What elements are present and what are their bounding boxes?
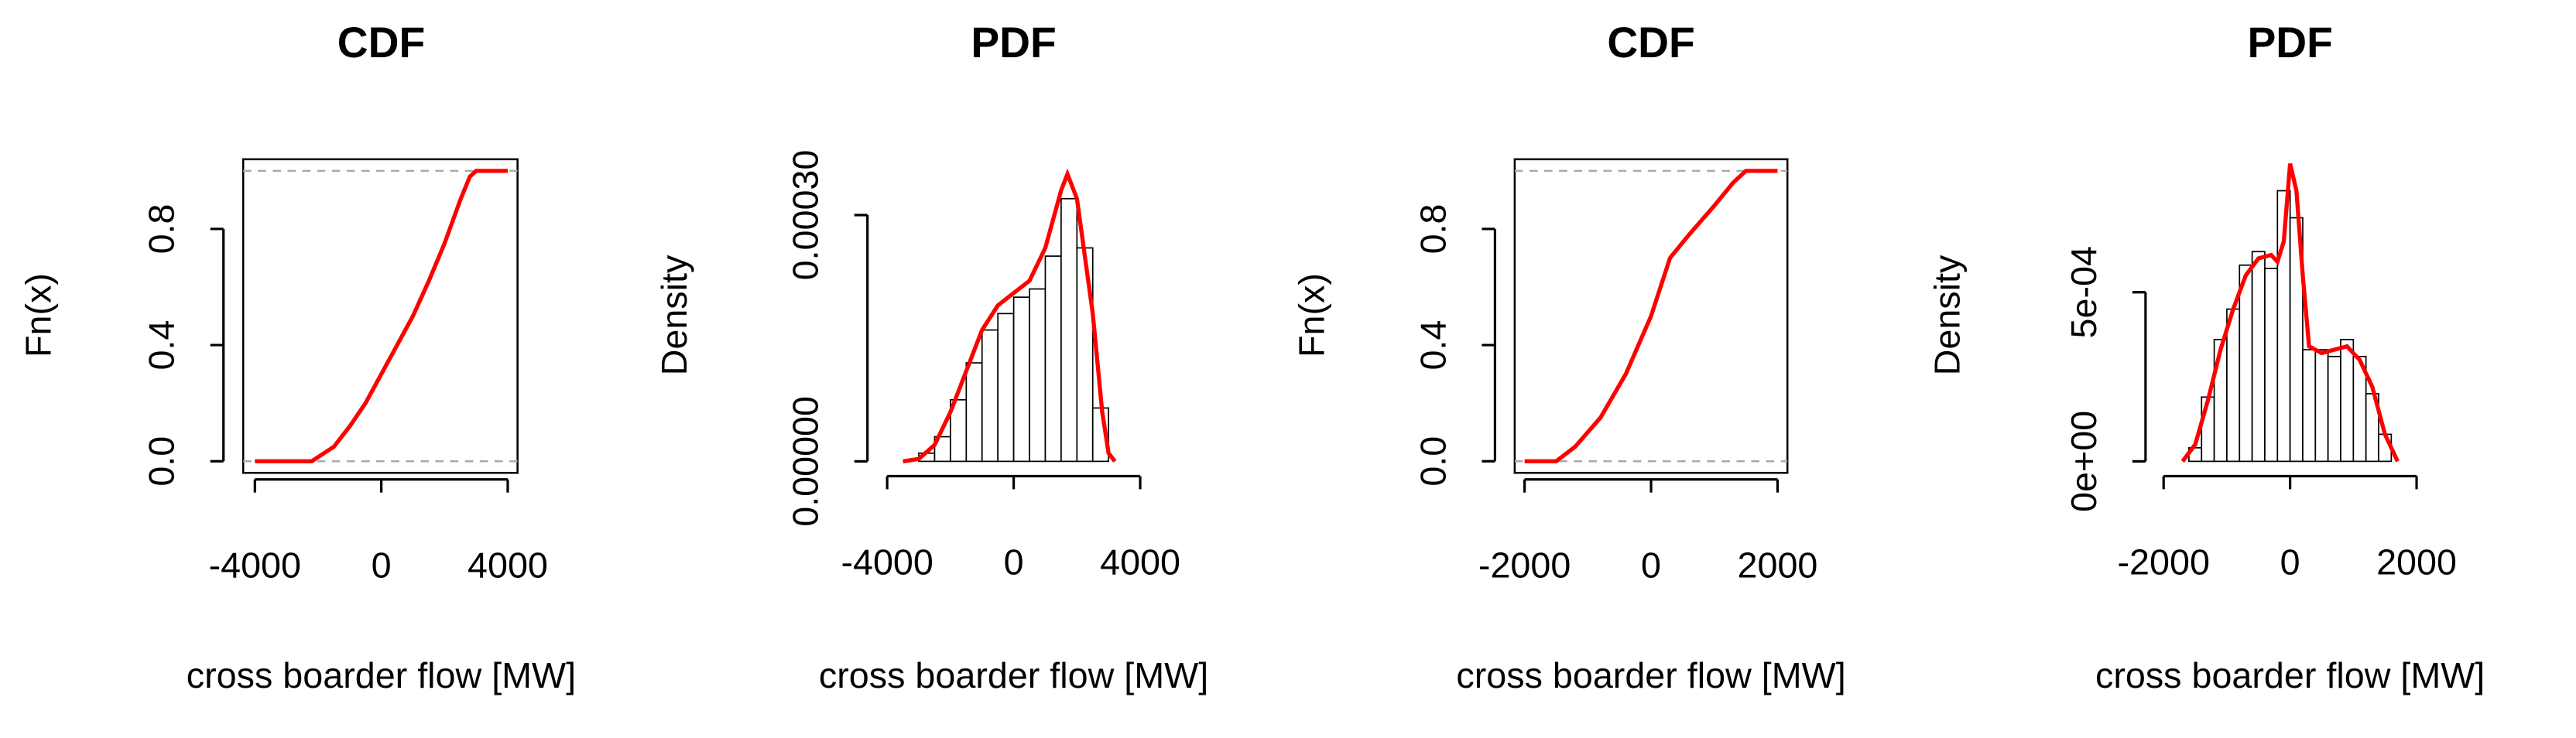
histogram-bar [2264, 268, 2279, 463]
histogram-bar [2340, 339, 2355, 463]
x-tick-label: 4000 [468, 545, 548, 586]
cdf-line [255, 169, 508, 463]
x-axis-label: cross boarder flow [MW] [1456, 655, 1845, 695]
y-tick-label: 0.00030 [786, 150, 826, 281]
y-tick-label: 0.0 [1413, 436, 1453, 487]
y-axis-label: Density [654, 255, 694, 375]
histogram-bar [2251, 251, 2266, 463]
histogram-bar [2226, 308, 2241, 463]
y-tick-label: 0e+00 [2064, 411, 2104, 512]
x-tick-label: -2000 [1478, 545, 1571, 586]
x-tick-label: 2000 [2376, 542, 2457, 582]
y-axis-label: Density [1927, 255, 1968, 375]
x-tick-label: -4000 [209, 545, 301, 586]
density-curve [2180, 162, 2400, 463]
x-tick-label: 2000 [1738, 545, 1818, 586]
histogram-bar [2302, 349, 2317, 463]
x-axis-label: cross boarder flow [MW] [2095, 655, 2485, 695]
histogram-bar [1029, 288, 1046, 463]
histogram-bar [2239, 264, 2253, 463]
y-tick-label: 0.8 [1413, 203, 1453, 254]
x-tick-label: -2000 [2118, 542, 2210, 582]
y-tick-label: 0.8 [142, 203, 182, 254]
y-axis-label: Fn(x) [18, 273, 58, 357]
plot-box [242, 158, 519, 474]
chart-title: PDF [971, 19, 1056, 67]
x-tick-label: 0 [372, 545, 392, 586]
chart-title: CDF [337, 19, 425, 67]
chart-title: CDF [1607, 19, 1694, 67]
y-tick-label: 5e-04 [2064, 246, 2104, 338]
x-tick-label: 0 [2280, 542, 2300, 582]
y-tick-label: 0.4 [1413, 320, 1453, 371]
y-tick-label: 0.4 [142, 320, 182, 371]
x-tick-label: -4000 [841, 542, 933, 582]
x-axis-label: cross boarder flow [MW] [187, 655, 576, 695]
y-tick-label: 0.0 [142, 436, 182, 487]
y-tick-label: 0.00000 [786, 396, 826, 527]
histogram-bar [1076, 247, 1094, 463]
density-curve [903, 168, 1117, 464]
histogram-bar [2314, 349, 2329, 463]
x-axis-label: cross boarder flow [MW] [819, 655, 1208, 695]
histogram-bar [965, 362, 983, 463]
x-tick-label: 4000 [1100, 542, 1180, 582]
x-tick-label: 0 [1004, 542, 1024, 582]
histogram-bar [2327, 355, 2341, 463]
histogram-bar [1044, 255, 1062, 463]
histogram-bar [981, 329, 999, 463]
plot-box [1513, 158, 1789, 474]
y-axis-label: Fn(x) [1291, 273, 1331, 357]
histogram-bar [1012, 296, 1030, 463]
chart-title: PDF [2247, 19, 2332, 67]
cdf-line [1524, 169, 1778, 463]
histogram-bar [1060, 197, 1078, 463]
x-tick-label: 0 [1641, 545, 1661, 586]
histogram-bar [997, 313, 1015, 463]
